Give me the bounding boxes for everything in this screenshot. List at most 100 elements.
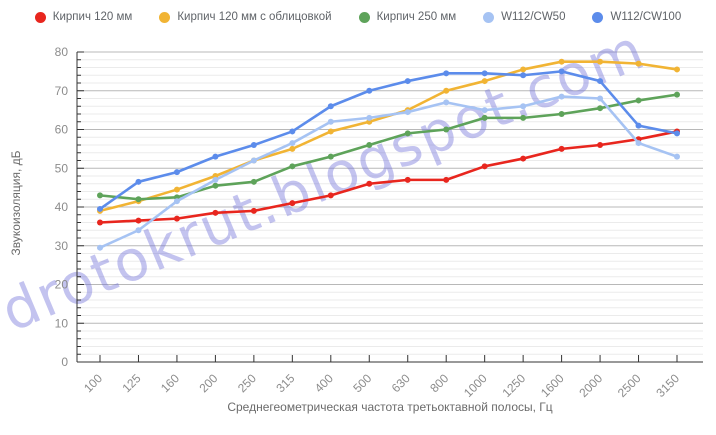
data-point-w112-cw50 — [597, 95, 604, 102]
data-point-brick-250 — [481, 114, 488, 121]
legend-label-brick-120: Кирпич 120 мм — [52, 11, 133, 23]
x-tick-labels: 100 125 160 200 250 315 400 500 630 800 1000 1250 16… — [81, 371, 682, 400]
data-point-brick-250 — [212, 182, 219, 189]
svg-text:160: 160 — [158, 371, 182, 395]
data-point-brick-120 — [289, 200, 296, 207]
svg-text:250: 250 — [235, 371, 259, 395]
legend-marker-brick-120-clad — [159, 11, 171, 23]
svg-text:70: 70 — [55, 84, 69, 98]
data-point-brick-250 — [250, 178, 257, 185]
svg-text:20: 20 — [55, 278, 69, 292]
data-point-w112-cw50 — [289, 140, 296, 147]
svg-text:30: 30 — [55, 239, 69, 253]
data-point-w112-cw100 — [212, 153, 219, 160]
data-point-w112-cw100 — [97, 205, 103, 212]
data-point-brick-120-clad — [597, 58, 604, 65]
data-point-brick-250 — [635, 97, 642, 104]
data-point-brick-120-clad — [481, 78, 488, 85]
svg-text:3150: 3150 — [653, 371, 682, 400]
svg-text:1600: 1600 — [538, 371, 567, 400]
svg-text:315: 315 — [273, 371, 297, 395]
svg-text:500: 500 — [350, 371, 374, 395]
data-point-brick-120 — [97, 219, 103, 226]
data-point-brick-120-clad — [173, 186, 180, 193]
data-point-w112-cw100 — [404, 78, 411, 85]
data-point-w112-cw50 — [97, 244, 103, 251]
data-point-brick-250 — [404, 130, 411, 137]
data-point-brick-250 — [366, 142, 373, 148]
series-w112-cw100 — [97, 68, 680, 212]
legend-label-w112-cw100: W112/CW100 — [610, 11, 682, 23]
data-point-brick-250 — [97, 192, 103, 199]
data-point-w112-cw50 — [366, 114, 373, 121]
data-point-brick-250 — [327, 153, 334, 160]
data-point-w112-cw50 — [558, 93, 565, 100]
series-line-w112-cw100 — [98, 70, 679, 211]
series-line-brick-120 — [98, 130, 679, 224]
legend-item-w112-cw100: W112/CW100 — [592, 11, 681, 23]
data-point-w112-cw100 — [520, 72, 527, 79]
legend-item-w112-cw50: W112/CW50 — [483, 11, 565, 23]
data-point-brick-250 — [597, 105, 604, 112]
data-point-w112-cw50 — [674, 153, 680, 160]
data-point-brick-120 — [212, 209, 219, 216]
data-point-w112-cw50 — [212, 176, 219, 183]
data-point-w112-cw50 — [443, 99, 450, 106]
data-point-brick-120-clad — [674, 66, 680, 73]
legend-marker-brick-250 — [358, 11, 370, 23]
watermark-text: drotokrut.blogspot.com — [0, 17, 654, 345]
legend-label-brick-250: Кирпич 250 мм — [376, 11, 457, 23]
axes — [76, 51, 703, 363]
svg-text:10: 10 — [55, 316, 69, 330]
data-point-brick-120-clad — [558, 58, 565, 65]
data-point-w112-cw50 — [327, 118, 334, 125]
data-point-w112-cw100 — [173, 169, 180, 176]
data-point-brick-120 — [597, 142, 604, 148]
data-point-brick-120-clad — [289, 145, 296, 152]
data-point-brick-250 — [558, 111, 565, 117]
data-point-w112-cw100 — [443, 70, 450, 77]
data-point-w112-cw100 — [289, 128, 296, 135]
chart-legend: Кирпич 120 мм Кирпич 120 мм с облицовкой К… — [0, 7, 716, 27]
legend-label-w112-cw50: W112/CW50 — [501, 11, 566, 23]
svg-text:200: 200 — [196, 371, 220, 395]
svg-text:1000: 1000 — [461, 371, 490, 400]
svg-text:630: 630 — [389, 371, 413, 395]
y-tick-labels: 0 10 20 30 40 50 60 70 80 — [55, 45, 69, 369]
data-point-brick-250 — [135, 196, 142, 203]
svg-text:2500: 2500 — [615, 371, 644, 400]
data-point-brick-120 — [481, 163, 488, 170]
data-point-brick-120 — [443, 176, 450, 183]
data-point-w112-cw100 — [366, 87, 373, 94]
data-point-w112-cw100 — [250, 142, 257, 148]
data-point-w112-cw50 — [250, 157, 257, 164]
data-point-brick-120 — [135, 217, 142, 224]
data-point-w112-cw50 — [635, 140, 642, 147]
data-point-w112-cw50 — [135, 227, 142, 234]
data-point-brick-120-clad — [520, 66, 527, 73]
data-point-w112-cw100 — [135, 178, 142, 185]
data-point-brick-120-clad — [327, 128, 334, 135]
svg-text:40: 40 — [55, 200, 69, 214]
data-point-brick-120 — [327, 192, 334, 199]
series-brick-120 — [97, 128, 680, 226]
legend-marker-brick-120 — [34, 11, 46, 23]
data-point-brick-120-clad — [443, 87, 450, 94]
data-point-w112-cw100 — [674, 130, 680, 137]
data-point-w112-cw50 — [481, 107, 488, 114]
data-point-w112-cw50 — [520, 103, 527, 110]
svg-text:800: 800 — [427, 371, 451, 395]
legend-label-brick-120-clad: Кирпич 120 мм с облицовкой — [177, 11, 332, 23]
data-point-brick-250 — [674, 91, 680, 98]
svg-text:1250: 1250 — [499, 371, 528, 400]
data-point-w112-cw100 — [558, 68, 565, 75]
legend-marker-w112-cw50 — [483, 11, 495, 23]
svg-text:2000: 2000 — [576, 371, 605, 400]
data-point-w112-cw50 — [404, 109, 411, 116]
data-point-brick-120 — [173, 215, 180, 222]
data-point-brick-250 — [289, 163, 296, 170]
svg-text:125: 125 — [120, 371, 144, 395]
data-point-brick-120 — [520, 155, 527, 162]
